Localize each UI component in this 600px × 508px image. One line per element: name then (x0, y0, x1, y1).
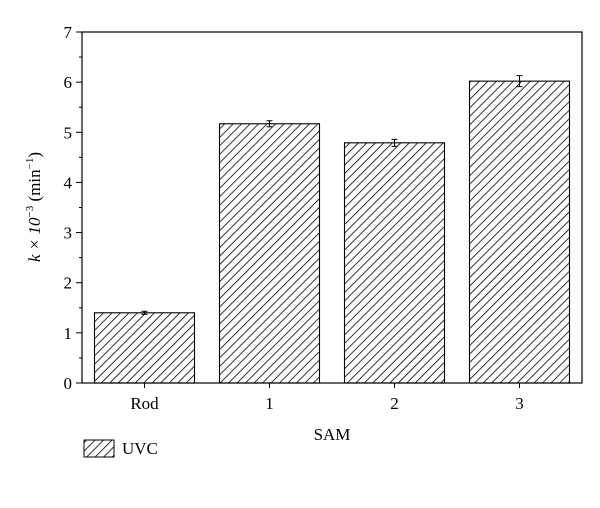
bar-3 (468, 80, 571, 384)
y-tick-label: 4 (64, 173, 73, 192)
bars-layer (93, 80, 571, 384)
y-tick-label: 2 (64, 274, 73, 293)
bar-2 (343, 142, 446, 384)
legend-label-uvc: UVC (122, 439, 158, 458)
error-bar-2 (391, 138, 398, 147)
error-bars-layer (141, 75, 523, 315)
y-axis: 0 1 2 3 4 5 6 7 (64, 23, 82, 393)
error-bar-rod (141, 310, 148, 315)
y-tick-label: 3 (64, 224, 73, 243)
x-tick-label: 1 (265, 394, 274, 413)
y-tick-label: 7 (64, 23, 73, 42)
x-tick-label: 2 (390, 394, 399, 413)
legend-swatch-uvc (83, 439, 115, 458)
x-tick-label: Rod (130, 394, 159, 413)
y-tick-label: 0 (64, 374, 73, 393)
legend: UVC (83, 439, 158, 458)
y-tick-label: 6 (64, 73, 73, 92)
y-tick-label: 5 (64, 123, 73, 142)
error-bar-1 (266, 120, 273, 128)
bar-1 (218, 123, 321, 384)
bar-rod (93, 312, 196, 384)
x-axis: Rod 1 2 3 (130, 383, 524, 413)
y-axis-label: k × 10−3 (min−1) (24, 152, 44, 262)
x-axis-label: SAM (314, 425, 351, 444)
x-tick-label: 3 (515, 394, 524, 413)
y-tick-label: 1 (64, 324, 73, 343)
error-bar-3 (516, 75, 523, 88)
